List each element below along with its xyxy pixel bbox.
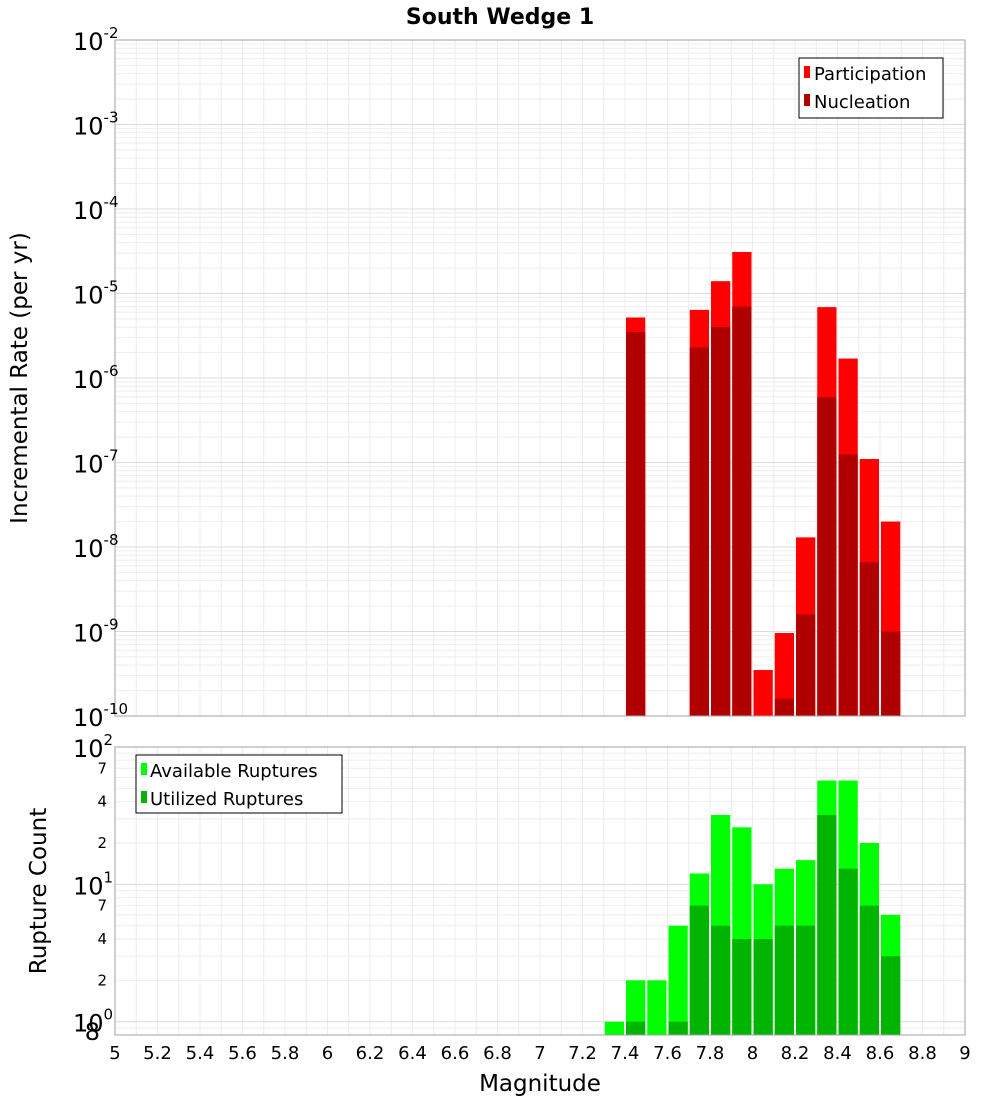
count-y-axis-label: Rupture Count <box>26 808 52 974</box>
count-bar-available-ruptures <box>668 925 688 1035</box>
x-tick-label: 6.4 <box>398 1043 427 1064</box>
x-tick-label: 8.4 <box>823 1043 852 1064</box>
legend-label-available: Available Ruptures <box>150 761 318 782</box>
rate-bar-nucleation <box>796 614 816 716</box>
rate-bar-nucleation <box>689 347 709 716</box>
count-bar-available-ruptures <box>647 980 667 1035</box>
count-bar-utilized-ruptures <box>859 905 879 1035</box>
x-tick-label: 7 <box>534 1043 545 1064</box>
rate-y-tick-label: 10-8 <box>73 531 119 563</box>
rate-y-tick-label: 10-6 <box>73 362 119 394</box>
count-legend-box <box>135 754 343 814</box>
legend-swatch-participation <box>804 66 810 78</box>
rate-bars <box>626 251 901 717</box>
rate-bar-nucleation <box>711 327 731 716</box>
x-tick-label: 8.2 <box>781 1043 810 1064</box>
count-y-tick-label: 102 <box>73 731 113 763</box>
legend-swatch-nucleation <box>804 94 810 106</box>
rate-plot-frame <box>114 39 966 717</box>
x-tick-label: 6.8 <box>483 1043 512 1064</box>
count-panel: 102 101 100 7 4 2 7 4 2 8 5 5.2 5.4 5.6 5.8 6 6.2 6.4 6.6… <box>26 731 971 1097</box>
count-bar-utilized-ruptures <box>732 939 752 1035</box>
rate-bar-nucleation <box>838 454 858 716</box>
rate-bar-nucleation <box>859 562 879 716</box>
legend-swatch-utilized <box>141 791 147 803</box>
count-bars <box>604 780 901 1035</box>
x-tick-label: 8 <box>747 1043 758 1064</box>
x-tick-label: 6 <box>322 1043 333 1064</box>
count-bar-utilized-ruptures <box>838 868 858 1035</box>
x-tick-label: 7.8 <box>696 1043 725 1064</box>
rate-y-tick-label: 10-10 <box>73 700 128 732</box>
legend-label-utilized: Utilized Ruptures <box>150 789 303 810</box>
rate-y-tick-labels: 10-2 10-3 10-4 10-5 10-6 10-7 10-8 10-9 10-10 <box>73 24 128 732</box>
count-bar-utilized-ruptures <box>668 1021 688 1035</box>
count-bar-utilized-ruptures <box>774 925 794 1035</box>
count-legend: Available Ruptures Utilized Ruptures <box>135 754 343 814</box>
rate-y-tick-label: 10-9 <box>73 616 119 648</box>
rate-bar-nucleation <box>881 631 901 716</box>
x-tick-label: 5 <box>109 1043 120 1064</box>
x-tick-label: 9 <box>959 1043 970 1064</box>
chart-title: South Wedge 1 <box>406 5 594 30</box>
count-bar-available-ruptures <box>626 980 646 1035</box>
x-tick-label: 5.6 <box>228 1043 257 1064</box>
x-tick-label: 6.6 <box>441 1043 470 1064</box>
count-bar-utilized-ruptures <box>796 925 816 1035</box>
count-bar-utilized-ruptures <box>626 1021 646 1035</box>
count-bar-utilized-ruptures <box>753 939 773 1035</box>
rate-bar-participation <box>753 670 773 716</box>
count-y-tick-labels: 102 101 100 7 4 2 7 4 2 8 <box>73 731 113 1046</box>
count-y-tick-label: 100 <box>73 1006 113 1038</box>
count-y-minor-tick-label: 4 <box>97 793 107 811</box>
count-plot-frame <box>114 746 966 1036</box>
rate-gridlines <box>114 40 966 717</box>
count-bar-utilized-ruptures <box>817 814 837 1035</box>
legend-swatch-available <box>141 763 147 775</box>
x-tick-label: 5.8 <box>271 1043 300 1064</box>
x-axis-label: Magnitude <box>479 1071 601 1097</box>
rate-y-tick-label: 10-7 <box>73 447 119 479</box>
x-tick-label: 7.6 <box>653 1043 682 1064</box>
count-bar-available-ruptures <box>604 1021 624 1035</box>
count-y-tick-label: 101 <box>73 868 113 900</box>
x-tick-label: 7.2 <box>568 1043 597 1064</box>
x-tick-label: 6.2 <box>356 1043 385 1064</box>
rate-bar-nucleation <box>817 397 837 716</box>
count-y-minor-tick-label: 8 <box>85 1018 100 1046</box>
count-y-minor-tick-label: 7 <box>97 897 107 915</box>
count-y-minor-tick-label: 4 <box>97 930 107 948</box>
rate-y-tick-label: 10-4 <box>73 193 119 225</box>
x-tick-label: 8.6 <box>866 1043 895 1064</box>
x-tick-label: 7.4 <box>611 1043 640 1064</box>
rate-y-tick-label: 10-2 <box>73 24 119 56</box>
count-y-minor-tick-label: 2 <box>97 971 107 989</box>
count-bar-utilized-ruptures <box>881 956 901 1035</box>
count-bar-utilized-ruptures <box>689 905 709 1035</box>
legend-label-nucleation: Nucleation <box>814 92 910 113</box>
rate-bar-participation <box>774 632 794 716</box>
rate-y-axis-label: Incremental Rate (per yr) <box>7 232 33 524</box>
legend-label-participation: Participation <box>814 64 926 85</box>
count-y-minor-tick-label: 7 <box>97 759 107 777</box>
x-tick-label: 5.4 <box>186 1043 215 1064</box>
x-tick-labels: 5 5.2 5.4 5.6 5.8 6 6.2 6.4 6.6 6.8 7 7.2 7.4 7.6 7.8 8… <box>109 1043 970 1064</box>
rate-legend: Participation Nucleation <box>798 57 944 119</box>
rate-bar-nucleation <box>774 698 794 716</box>
count-y-minor-tick-label: 2 <box>97 834 107 852</box>
rate-y-tick-label: 10-5 <box>73 278 119 310</box>
rate-bar-nucleation <box>732 306 752 716</box>
rate-y-tick-label: 10-3 <box>73 109 119 141</box>
rate-bar-nucleation <box>626 332 646 716</box>
x-tick-label: 5.2 <box>143 1043 172 1064</box>
rate-legend-box <box>798 57 944 119</box>
x-tick-label: 8.8 <box>908 1043 937 1064</box>
rate-panel: 10-2 10-3 10-4 10-5 10-6 10-7 10-8 10-9 10-10 In… <box>7 24 966 732</box>
count-bar-utilized-ruptures <box>711 925 731 1035</box>
